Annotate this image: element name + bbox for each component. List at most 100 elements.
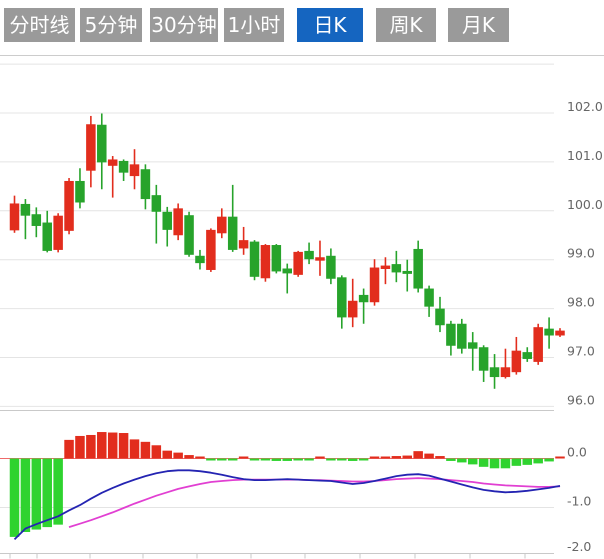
tab-period-5[interactable]: 周K: [376, 8, 436, 42]
macd-panel: [0, 458, 554, 559]
candle-body: [118, 160, 129, 173]
candle-body: [511, 350, 522, 373]
macd-bar: [173, 452, 183, 459]
macd-bar: [446, 458, 456, 461]
candle-body: [249, 241, 260, 277]
tab-period-0[interactable]: 分时线: [4, 8, 75, 42]
candle-body: [64, 180, 74, 231]
macd-bar: [369, 456, 380, 459]
macd-bar: [195, 456, 205, 459]
candle-body: [238, 240, 249, 249]
macd-bar: [9, 458, 20, 537]
candle-body: [151, 195, 162, 212]
candle-body: [86, 124, 96, 171]
candle-body: [478, 347, 489, 371]
candle-body: [9, 203, 20, 231]
candle-body: [162, 211, 172, 230]
macd-bar: [249, 458, 260, 461]
candle-body: [457, 323, 467, 349]
macd-bar: [260, 458, 271, 461]
candle-body: [129, 164, 140, 177]
macd-bar: [467, 458, 478, 465]
gridlines: [0, 63, 554, 411]
dif-line: [13, 469, 561, 541]
candle-body: [446, 323, 456, 346]
candle-body: [315, 257, 325, 261]
macd-axis-labels: 0.0 -1.0 -2.0: [567, 445, 591, 555]
macd-bar: [31, 458, 42, 530]
macd-bar: [489, 458, 500, 469]
candle-body: [271, 245, 282, 272]
candle-body: [435, 308, 445, 326]
candle-body: [42, 222, 52, 251]
y-axis-label: -2.0: [567, 539, 591, 554]
candle-body: [555, 330, 565, 336]
candle-body: [184, 215, 194, 255]
y-axis-label: 0.0: [567, 445, 587, 460]
macd-bar: [500, 458, 511, 469]
candle-body: [424, 288, 434, 307]
tab-period-1[interactable]: 5分钟: [80, 8, 142, 42]
macd-bar: [511, 458, 522, 466]
candle-body: [402, 270, 413, 274]
y-axis-label: 99.0: [567, 246, 595, 261]
candle-body: [337, 277, 347, 318]
candle-body: [97, 124, 107, 163]
macd-bar: [64, 439, 74, 459]
macd-bar: [478, 458, 489, 467]
price-axis-labels: 102.0 101.0 100.0 99.0 98.0 97.0 96.0: [567, 99, 603, 407]
candle-body: [489, 367, 500, 378]
candle-body: [500, 367, 511, 378]
candles-layer: [9, 113, 565, 389]
macd-bar: [86, 434, 96, 459]
macd-bar: [337, 458, 347, 461]
candle-body: [31, 214, 42, 226]
macd-bar: [118, 433, 129, 459]
candle-body: [53, 215, 63, 250]
macd-bar: [457, 458, 467, 463]
candle-body: [206, 229, 216, 270]
y-axis-label: 96.0: [567, 392, 595, 407]
macd-bar: [533, 458, 543, 464]
y-axis-label: 101.0: [567, 148, 603, 163]
candle-body: [195, 255, 205, 264]
macd-bar: [435, 456, 445, 459]
dea-line: [68, 477, 561, 528]
macd-bar: [42, 458, 52, 528]
macd-bar: [162, 450, 172, 459]
macd-bar: [129, 439, 140, 459]
period-tab-bar: 分时线 5分钟 30分钟 1小时 日K 周K 月K: [4, 8, 509, 42]
candle-body: [413, 248, 423, 289]
candle-body: [75, 180, 85, 203]
macd-bar: [107, 432, 118, 459]
macd-bar: [206, 458, 216, 461]
macd-bar: [544, 458, 554, 462]
tab-period-6[interactable]: 月K: [448, 8, 509, 42]
y-axis-label: 98.0: [567, 295, 595, 310]
candle-body: [358, 294, 369, 303]
candle-body: [107, 159, 118, 166]
y-axis-label: 100.0: [567, 197, 603, 212]
tab-daily-k[interactable]: 日K: [297, 8, 363, 42]
macd-bar: [347, 458, 358, 461]
tab-period-2[interactable]: 30分钟: [150, 8, 218, 42]
macd-bar: [151, 445, 162, 459]
candle-body: [326, 255, 336, 279]
tab-period-3[interactable]: 1小时: [224, 8, 284, 42]
macd-histogram: [9, 432, 565, 537]
macd-bar: [282, 458, 292, 461]
candle-body: [140, 169, 151, 200]
macd-bar: [271, 458, 282, 461]
candle-body: [227, 216, 238, 250]
candle-body: [293, 251, 303, 275]
candle-body: [260, 245, 271, 279]
y-axis-label: 97.0: [567, 344, 595, 359]
macd-bar: [413, 451, 423, 459]
candle-body: [467, 342, 478, 349]
candle-body: [522, 352, 533, 359]
macd-bar: [402, 455, 413, 459]
candle-body: [544, 328, 554, 336]
macd-bar: [140, 441, 151, 459]
macd-bar: [380, 456, 391, 459]
